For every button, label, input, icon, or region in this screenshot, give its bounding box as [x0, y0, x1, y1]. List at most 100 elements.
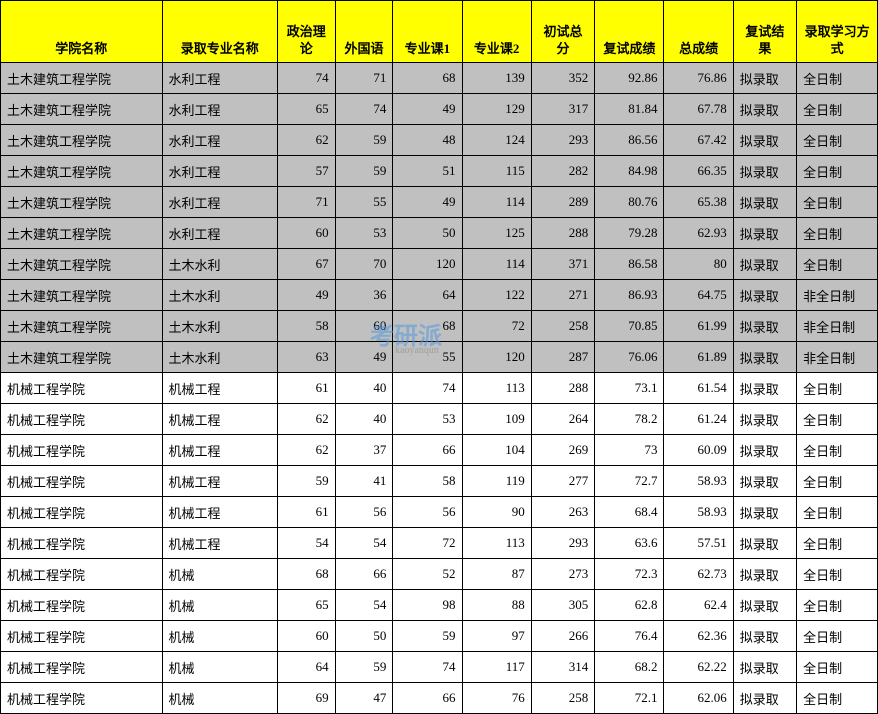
table-cell: 109 [462, 404, 531, 435]
table-cell: 305 [531, 590, 594, 621]
table-cell: 97 [462, 621, 531, 652]
table-cell: 56 [335, 497, 393, 528]
table-cell: 59 [335, 652, 393, 683]
table-cell: 机械工程学院 [1, 435, 163, 466]
table-cell: 62.93 [664, 218, 733, 249]
table-cell: 拟录取 [733, 280, 796, 311]
admission-table: 学院名称 录取专业名称 政治理论 外国语 专业课1 专业课2 初试总分 复试成绩… [0, 0, 878, 714]
table-cell: 41 [335, 466, 393, 497]
table-cell: 90 [462, 497, 531, 528]
table-cell: 71 [277, 187, 335, 218]
header-retest-score: 复试成绩 [595, 1, 664, 63]
table-cell: 124 [462, 125, 531, 156]
table-cell: 74 [393, 652, 462, 683]
table-cell: 拟录取 [733, 621, 796, 652]
table-cell: 土木建筑工程学院 [1, 94, 163, 125]
header-study-mode: 录取学习方式 [797, 1, 878, 63]
table-cell: 机械工程学院 [1, 373, 163, 404]
table-cell: 62 [277, 435, 335, 466]
table-cell: 67.42 [664, 125, 733, 156]
table-cell: 水利工程 [162, 187, 277, 218]
table-cell: 129 [462, 94, 531, 125]
table-cell: 74 [393, 373, 462, 404]
table-cell: 74 [277, 63, 335, 94]
table-cell: 土木建筑工程学院 [1, 156, 163, 187]
header-init-total: 初试总分 [531, 1, 594, 63]
table-cell: 122 [462, 280, 531, 311]
table-cell: 68.4 [595, 497, 664, 528]
table-cell: 72.3 [595, 559, 664, 590]
table-cell: 62.4 [664, 590, 733, 621]
table-row: 机械工程学院机械6554988830562.862.4拟录取全日制 [1, 590, 878, 621]
table-cell: 271 [531, 280, 594, 311]
table-cell: 62 [277, 404, 335, 435]
table-cell: 288 [531, 218, 594, 249]
table-cell: 拟录取 [733, 187, 796, 218]
table-cell: 土木水利 [162, 280, 277, 311]
table-row: 机械工程学院机械工程61407411328873.161.54拟录取全日制 [1, 373, 878, 404]
table-cell: 58.93 [664, 466, 733, 497]
table-row: 土木建筑工程学院水利工程65744912931781.8467.78拟录取全日制 [1, 94, 878, 125]
table-cell: 61.24 [664, 404, 733, 435]
table-cell: 水利工程 [162, 63, 277, 94]
header-subject2: 专业课2 [462, 1, 531, 63]
table-cell: 拟录取 [733, 218, 796, 249]
table-cell: 58.93 [664, 497, 733, 528]
table-cell: 拟录取 [733, 528, 796, 559]
table-cell: 50 [335, 621, 393, 652]
table-row: 机械工程学院机械6050599726676.462.36拟录取全日制 [1, 621, 878, 652]
table-cell: 58 [393, 466, 462, 497]
table-cell: 土木建筑工程学院 [1, 249, 163, 280]
table-cell: 70 [335, 249, 393, 280]
table-cell: 76.86 [664, 63, 733, 94]
table-cell: 70.85 [595, 311, 664, 342]
table-row: 机械工程学院机械64597411731468.262.22拟录取全日制 [1, 652, 878, 683]
table-cell: 71 [335, 63, 393, 94]
table-cell: 352 [531, 63, 594, 94]
table-cell: 拟录取 [733, 342, 796, 373]
table-cell: 289 [531, 187, 594, 218]
table-cell: 66 [335, 559, 393, 590]
table-cell: 机械工程学院 [1, 528, 163, 559]
table-cell: 全日制 [797, 404, 878, 435]
table-cell: 全日制 [797, 218, 878, 249]
table-row: 土木建筑工程学院水利工程62594812429386.5667.42拟录取全日制 [1, 125, 878, 156]
table-cell: 72 [462, 311, 531, 342]
table-cell: 土木建筑工程学院 [1, 63, 163, 94]
table-cell: 66 [393, 435, 462, 466]
table-cell: 64.75 [664, 280, 733, 311]
table-cell: 58 [277, 311, 335, 342]
table-cell: 273 [531, 559, 594, 590]
header-politics: 政治理论 [277, 1, 335, 63]
table-cell: 62.73 [664, 559, 733, 590]
table-cell: 62 [277, 125, 335, 156]
table-cell: 非全日制 [797, 311, 878, 342]
table-cell: 72.7 [595, 466, 664, 497]
header-foreign: 外国语 [335, 1, 393, 63]
table-row: 机械工程学院机械工程54547211329363.657.51拟录取全日制 [1, 528, 878, 559]
table-cell: 115 [462, 156, 531, 187]
table-cell: 机械 [162, 621, 277, 652]
table-row: 土木建筑工程学院水利工程57595111528284.9866.35拟录取全日制 [1, 156, 878, 187]
table-cell: 78.2 [595, 404, 664, 435]
table-cell: 机械工程学院 [1, 621, 163, 652]
table-cell: 64 [277, 652, 335, 683]
table-cell: 51 [393, 156, 462, 187]
table-cell: 61.54 [664, 373, 733, 404]
table-cell: 86.56 [595, 125, 664, 156]
table-cell: 机械 [162, 590, 277, 621]
table-cell: 60.09 [664, 435, 733, 466]
table-cell: 机械 [162, 652, 277, 683]
table-cell: 55 [393, 342, 462, 373]
table-cell: 68.2 [595, 652, 664, 683]
table-cell: 水利工程 [162, 156, 277, 187]
table-cell: 全日制 [797, 590, 878, 621]
table-row: 机械工程学院机械工程59415811927772.758.93拟录取全日制 [1, 466, 878, 497]
table-cell: 机械工程 [162, 466, 277, 497]
table-cell: 62.8 [595, 590, 664, 621]
table-cell: 54 [277, 528, 335, 559]
table-cell: 264 [531, 404, 594, 435]
header-total-score: 总成绩 [664, 1, 733, 63]
header-result: 复试结果 [733, 1, 796, 63]
table-cell: 60 [277, 218, 335, 249]
